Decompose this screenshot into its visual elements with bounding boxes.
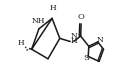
Text: S: S (83, 54, 89, 62)
Text: O: O (78, 13, 85, 21)
Text: H: H (71, 37, 77, 45)
Text: H: H (17, 39, 24, 47)
Text: N: N (96, 36, 103, 44)
Text: NH: NH (31, 17, 45, 25)
Text: H: H (50, 4, 56, 12)
Text: '': '' (25, 48, 29, 54)
Text: N: N (71, 32, 77, 40)
